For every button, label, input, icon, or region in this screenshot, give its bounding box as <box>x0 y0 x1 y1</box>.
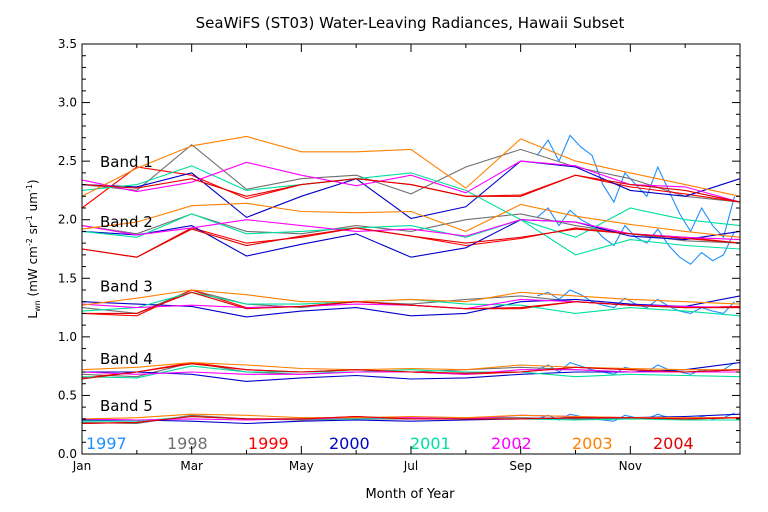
legend-entry-2001: 2001 <box>410 434 451 453</box>
band-label-3: Band 3 <box>100 277 153 295</box>
y-tick-label: 2.0 <box>58 213 77 227</box>
y-axis-label: Lwn (mW cm-2 sr-1 um-1) <box>25 179 42 318</box>
series-2000-band-1-line <box>81 160 741 220</box>
series-1999-band-2-line <box>81 227 741 258</box>
y-label-close: ) <box>26 179 40 184</box>
series-2004-band-4-line <box>81 363 741 380</box>
y-label-open: (mW cm <box>26 246 40 300</box>
series-2004-band-3-line <box>82 291 740 314</box>
series-1999-band-3-line <box>81 289 741 317</box>
y-label-exp1: -2 <box>25 238 34 246</box>
y-label-main: L <box>26 312 40 319</box>
y-tick-label: 3.0 <box>58 96 77 110</box>
series-2001-band-4-line <box>81 365 741 379</box>
plot-frame <box>81 43 741 455</box>
legend: 1997 1998 1999 2000 2001 2002 2003 2004 <box>86 434 694 453</box>
series-2004-band-5-line <box>81 415 741 425</box>
series-2001-band-1-line <box>81 165 741 238</box>
series-2002-band-1-line <box>81 160 741 203</box>
series-1998-band-3-line <box>81 289 740 314</box>
series-2003-band-3-line <box>81 289 741 306</box>
series-1997-band-2-line <box>536 207 735 265</box>
x-axis-label: Month of Year <box>365 487 455 502</box>
legend-entry-2000: 2000 <box>329 434 370 453</box>
series-2004-band-1-line <box>81 174 741 203</box>
legend-entry-1997: 1997 <box>86 434 127 453</box>
y-label-exp2: -1 <box>25 215 34 223</box>
band-label-2: Band 2 <box>100 213 153 231</box>
series-lines <box>81 134 741 425</box>
band-label-5: Band 5 <box>100 397 153 415</box>
y-tick-label: 1.0 <box>58 330 77 344</box>
band-label-1: Band 1 <box>100 153 153 171</box>
x-tick-label: Nov <box>619 459 642 473</box>
band-label-4: Band 4 <box>100 350 153 368</box>
y-label-exp3: -1 <box>25 184 34 192</box>
series-2004-band-2-line <box>81 227 741 258</box>
series-2000-band-2-line <box>81 219 741 258</box>
y-tick-label: 0.5 <box>58 388 77 402</box>
y-label-mid1: sr <box>26 223 40 238</box>
x-tick-label: Mar <box>180 459 203 473</box>
legend-entry-1998: 1998 <box>167 434 208 453</box>
x-tick-label: Jul <box>403 459 418 473</box>
legend-entry-2004: 2004 <box>653 434 694 453</box>
chart-title: SeaWiFS (ST03) Water-Leaving Radiances, … <box>196 14 625 32</box>
y-label-mid2: um <box>26 192 40 215</box>
series-2003-band-4-line <box>81 362 740 371</box>
legend-entry-1999: 1999 <box>248 434 289 453</box>
y-label-sub: wn <box>33 300 42 312</box>
series-2000-band-3-line <box>81 295 741 318</box>
y-tick-label: 2.5 <box>58 154 77 168</box>
legend-entry-2002: 2002 <box>491 434 532 453</box>
x-tick-label: Sep <box>509 459 532 473</box>
x-tick-label: May <box>289 459 314 473</box>
series-1998-band-1-line <box>81 143 741 203</box>
series-2003-band-1-line <box>81 135 741 197</box>
y-tick-label: 0.0 <box>58 447 77 461</box>
x-tick-label: Jan <box>72 459 92 473</box>
series-2003-band-2-line <box>81 202 741 238</box>
axes: Jan Mar May Jul Sep Nov 0.0 0.5 1.0 1.5 2.0 2.5 3.0 3… <box>58 37 740 473</box>
series-2001-band-2-line <box>81 213 741 256</box>
y-tick-label: 1.5 <box>58 271 77 285</box>
y-tick-label: 3.5 <box>58 37 77 51</box>
legend-entry-2003: 2003 <box>572 434 613 453</box>
band-labels: Band 1 Band 2 Band 3 Band 4 Band 5 <box>100 153 153 415</box>
